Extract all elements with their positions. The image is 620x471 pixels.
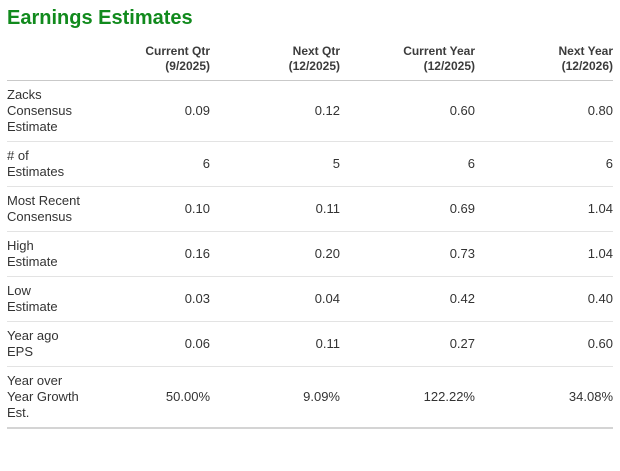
- cell-value: 1.04: [475, 231, 613, 277]
- column-header-next-qtr: Next Qtr (12/2025): [210, 30, 340, 81]
- row-label: Most Recent Consensus: [7, 186, 80, 232]
- cell-value: 0.40: [475, 276, 613, 322]
- column-header-label: Next Year: [558, 44, 614, 58]
- row-label: Year ago EPS: [7, 321, 80, 367]
- cell-value: 0.10: [80, 186, 210, 232]
- table-row-most-recent-consensus: Most Recent Consensus 0.10 0.11 0.69 1.0…: [7, 186, 613, 232]
- column-header-label: Current Year: [403, 44, 475, 58]
- section-title: Earnings Estimates: [7, 7, 193, 29]
- row-label: Zacks Consensus Estimate: [7, 80, 80, 142]
- cell-value: 0.11: [210, 186, 340, 232]
- cell-value: 0.03: [80, 276, 210, 322]
- cell-value: 5: [210, 141, 340, 187]
- row-label-header: [7, 30, 80, 81]
- column-header-label: Current Qtr: [145, 44, 210, 58]
- table-row-number-of-estimates: # of Estimates 6 5 6 6: [7, 141, 613, 187]
- cell-value: 0.69: [340, 186, 475, 232]
- column-header-current-qtr: Current Qtr (9/2025): [80, 30, 210, 81]
- cell-value: 0.27: [340, 321, 475, 367]
- cell-value: 0.60: [340, 80, 475, 142]
- row-label: Low Estimate: [7, 276, 80, 322]
- table-row-zacks-consensus-estimate: Zacks Consensus Estimate 0.09 0.12 0.60 …: [7, 80, 613, 142]
- cell-value: 50.00%: [80, 366, 210, 429]
- row-label: Year over Year Growth Est.: [7, 366, 80, 429]
- row-label: # of Estimates: [7, 141, 80, 187]
- earnings-estimates-table: Current Qtr (9/2025) Next Qtr (12/2025) …: [7, 30, 613, 429]
- cell-value: 0.09: [80, 80, 210, 142]
- cell-value: 6: [340, 141, 475, 187]
- table-row-high-estimate: High Estimate 0.16 0.20 0.73 1.04: [7, 231, 613, 277]
- cell-value: 6: [80, 141, 210, 187]
- column-header-period: (9/2025): [165, 59, 210, 73]
- cell-value: 0.42: [340, 276, 475, 322]
- cell-value: 0.04: [210, 276, 340, 322]
- column-header-period: (12/2026): [561, 59, 613, 73]
- table-row-low-estimate: Low Estimate 0.03 0.04 0.42 0.40: [7, 276, 613, 322]
- cell-value: 9.09%: [210, 366, 340, 429]
- cell-value: 34.08%: [475, 366, 613, 429]
- header-row: Current Qtr (9/2025) Next Qtr (12/2025) …: [7, 30, 613, 81]
- table-row-year-ago-eps: Year ago EPS 0.06 0.11 0.27 0.60: [7, 321, 613, 367]
- cell-value: 1.04: [475, 186, 613, 232]
- cell-value: 0.20: [210, 231, 340, 277]
- cell-value: 6: [475, 141, 613, 187]
- column-header-next-year: Next Year (12/2026): [475, 30, 613, 81]
- cell-value: 0.73: [340, 231, 475, 277]
- cell-value: 0.60: [475, 321, 613, 367]
- cell-value: 0.16: [80, 231, 210, 277]
- cell-value: 0.80: [475, 80, 613, 142]
- row-label: High Estimate: [7, 231, 80, 277]
- cell-value: 0.11: [210, 321, 340, 367]
- column-header-period: (12/2025): [288, 59, 340, 73]
- table-row-year-over-year-growth: Year over Year Growth Est. 50.00% 9.09% …: [7, 366, 613, 429]
- column-header-period: (12/2025): [423, 59, 475, 73]
- cell-value: 0.06: [80, 321, 210, 367]
- column-header-label: Next Qtr: [292, 44, 340, 58]
- column-header-current-year: Current Year (12/2025): [340, 30, 475, 81]
- cell-value: 122.22%: [340, 366, 475, 429]
- cell-value: 0.12: [210, 80, 340, 142]
